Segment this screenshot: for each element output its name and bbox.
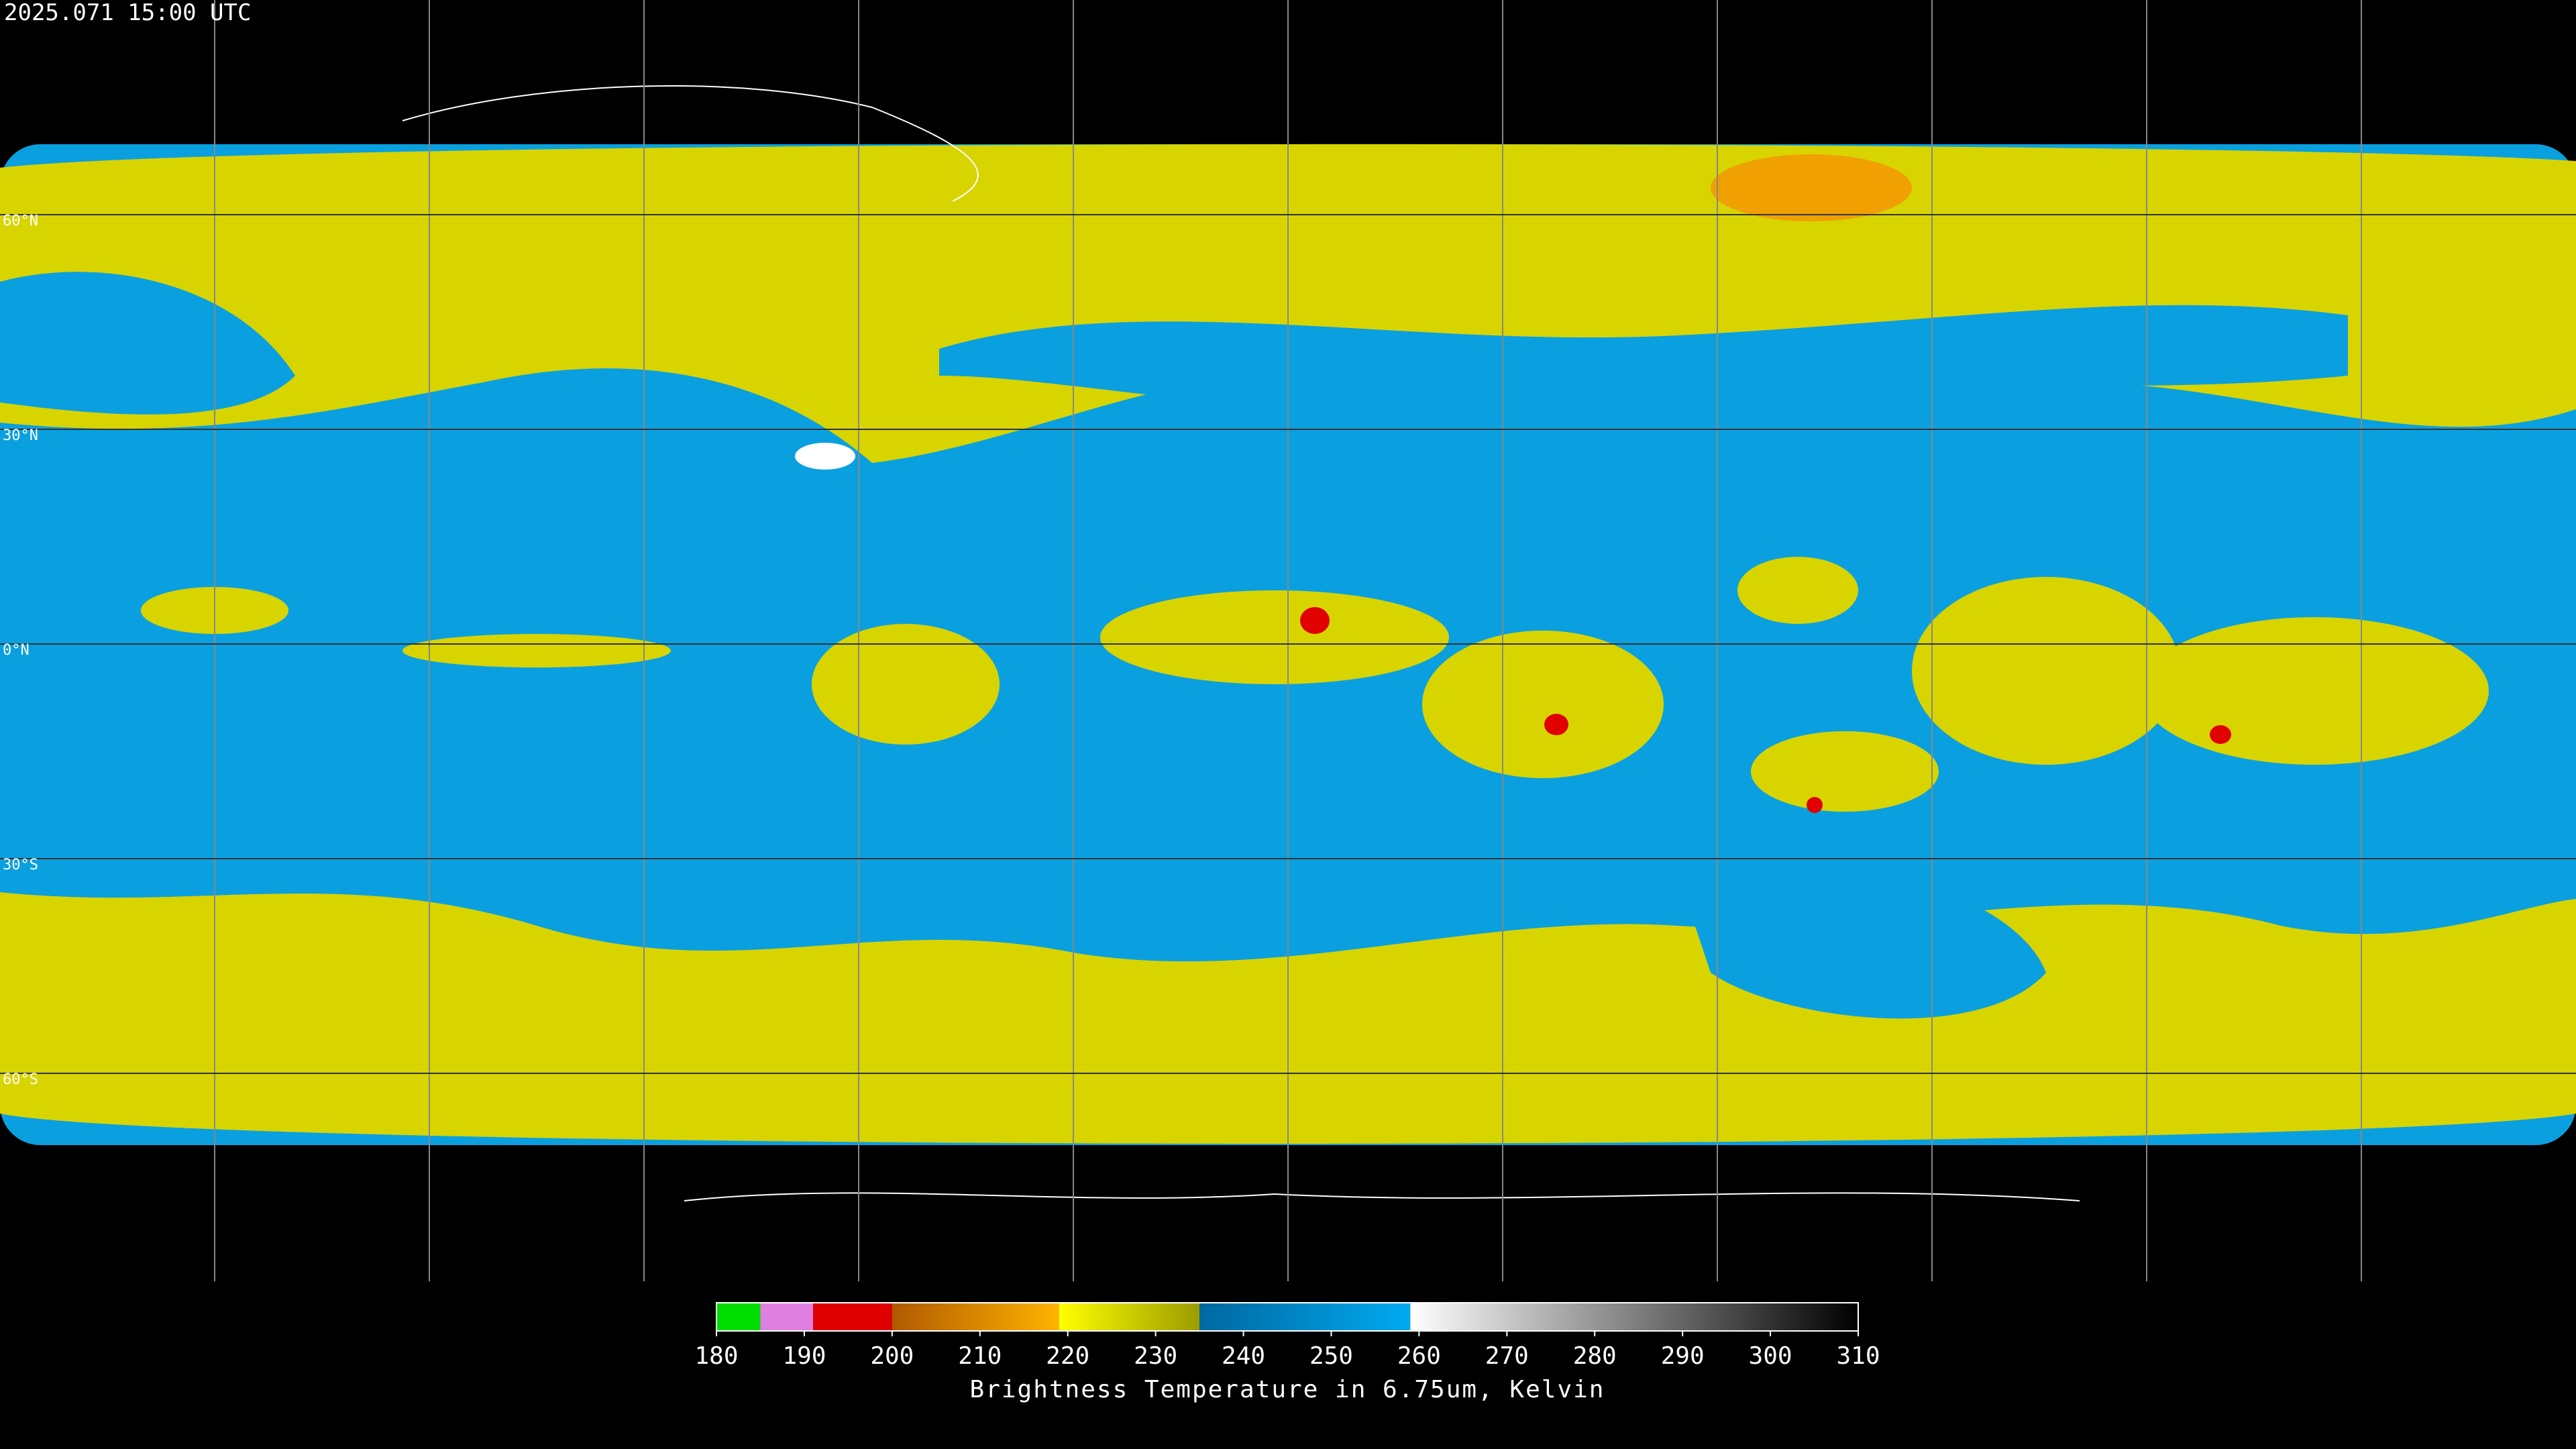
- convection: [1100, 590, 1449, 684]
- latitude-label: 30°N: [3, 427, 38, 444]
- colorbar-tick-label: 290: [1661, 1342, 1705, 1370]
- latitude-label: 0°N: [3, 642, 30, 659]
- moist-tongue: [939, 305, 2348, 411]
- colorbar-segment: [760, 1303, 814, 1331]
- colorbar-tick-label: 210: [958, 1342, 1002, 1370]
- colorbar-tick-label: 270: [1485, 1342, 1529, 1370]
- convection: [402, 634, 671, 667]
- colorbar-segment: [1059, 1303, 1200, 1331]
- colorbar-tick-label: 240: [1222, 1342, 1265, 1370]
- convection: [812, 624, 1000, 745]
- colorbar-segment: [813, 1303, 892, 1331]
- colorbar-tick-label: 250: [1309, 1342, 1353, 1370]
- cold-cloud-top: [1544, 714, 1568, 735]
- colorbar-segment: [1199, 1303, 1411, 1331]
- latitude-label: 60°N: [3, 213, 38, 229]
- dry-spot: [1711, 154, 1912, 221]
- colorbar-tick-label: 300: [1749, 1342, 1792, 1370]
- colorbar-segment: [892, 1303, 1059, 1331]
- colorbar-tick-label: 230: [1134, 1342, 1177, 1370]
- colorbar-tick-label: 280: [1573, 1342, 1617, 1370]
- moist-tongue: [1677, 861, 2046, 1019]
- cold-cloud-top: [1807, 797, 1823, 813]
- convection: [1737, 557, 1858, 624]
- colorbar-segment: [1410, 1303, 1858, 1331]
- moist-tongue: [0, 272, 295, 415]
- colorbar-tick-label: 180: [694, 1342, 738, 1370]
- colorbar-tick-label: 220: [1046, 1342, 1089, 1370]
- convection: [2140, 617, 2489, 765]
- colorbar: 180 190 200 210 220 230 240 250 260 270 280 290 300 3…: [694, 1302, 1880, 1370]
- convection: [1751, 731, 1939, 812]
- colorbar-tick-label: 200: [870, 1342, 914, 1370]
- convection: [1912, 577, 2180, 765]
- colorbar-tick-label: 260: [1397, 1342, 1441, 1370]
- colorbar-frame: [716, 1302, 1859, 1332]
- colorbar-tick-label: 190: [782, 1342, 826, 1370]
- coastline: [402, 85, 2080, 1201]
- colorbar-segment: [716, 1303, 761, 1331]
- colorbar-tick-label: 310: [1836, 1342, 1880, 1370]
- warm-spot: [795, 443, 855, 470]
- cold-cloud-top: [1300, 607, 1330, 634]
- colorbar-label: Brightness Temperature in 6.75um, Kelvin: [970, 1376, 1605, 1403]
- timestamp: 2025.071 15:00 UTC: [4, 0, 251, 26]
- graticule: 60°N 30°N 0°N 30°S 60°S: [0, 0, 2576, 1281]
- latitude-label: 30°S: [3, 857, 38, 873]
- latitude-label: 60°S: [3, 1071, 38, 1088]
- cold-cloud-top: [2210, 725, 2231, 744]
- convection: [1422, 631, 1664, 778]
